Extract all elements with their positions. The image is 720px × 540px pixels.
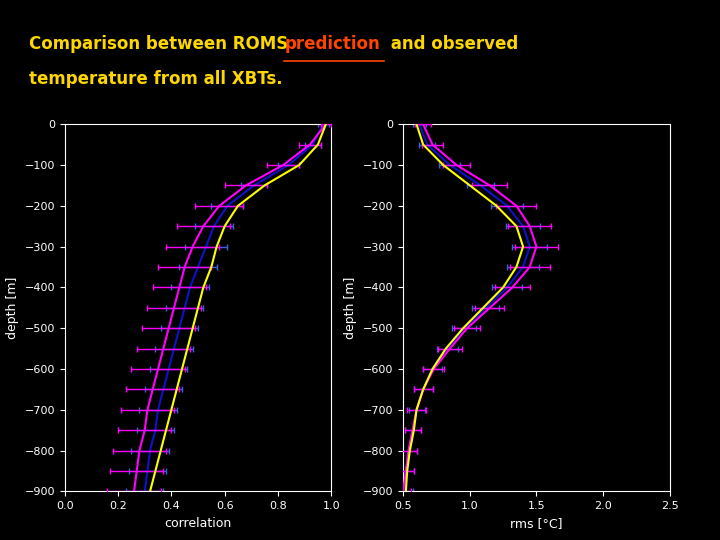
Y-axis label: depth [m]: depth [m]	[344, 276, 357, 339]
Text: Comparison between ROMS: Comparison between ROMS	[29, 35, 294, 53]
Text: prediction: prediction	[284, 35, 380, 53]
X-axis label: correlation: correlation	[164, 517, 232, 530]
Y-axis label: depth [m]: depth [m]	[6, 276, 19, 339]
Text: temperature from all XBTs.: temperature from all XBTs.	[29, 70, 282, 88]
Text: and observed: and observed	[385, 35, 518, 53]
X-axis label: rms [°C]: rms [°C]	[510, 517, 562, 530]
